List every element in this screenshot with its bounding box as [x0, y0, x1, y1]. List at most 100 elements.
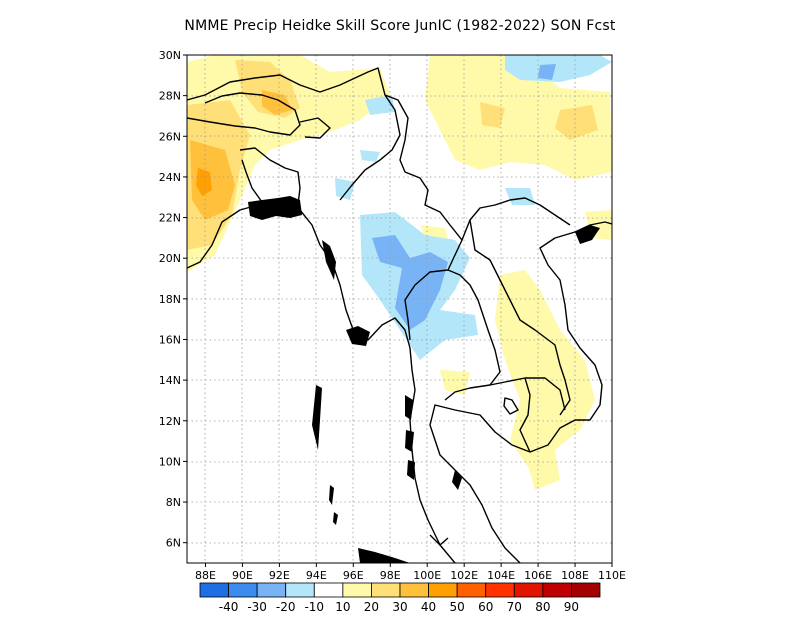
ganges-delta: [248, 196, 302, 220]
lat-tick-label: 22N: [159, 212, 181, 225]
colorbar-tick-label: 60: [478, 600, 493, 614]
lon-tick-label: 98E: [380, 569, 401, 582]
map-title: NMME Precip Heidke Skill Score JunIC (19…: [184, 18, 616, 34]
border-bhutan: [299, 117, 331, 139]
border-cambodia-vietnam: [519, 377, 531, 453]
latitude-ticks: 30N 28N 26N 24N 22N 20N 18N 16N 14N 12N 10N 8N 6N: [159, 49, 187, 550]
lon-tick-label: 102E: [450, 569, 478, 582]
lat-tick-label: 6N: [166, 537, 181, 550]
coastlines-borders: [187, 67, 612, 563]
negative-skill-area-china-ne: [505, 55, 612, 82]
border-malaysia: [429, 534, 449, 546]
hainan-coast: [575, 225, 600, 244]
lat-tick-label: 14N: [159, 374, 181, 387]
andaman-islands: [312, 385, 322, 450]
lat-tick-label: 24N: [159, 171, 181, 184]
lat-tick-label: 30N: [159, 49, 181, 62]
irrawaddy-delta: [346, 326, 370, 346]
lon-tick-label: 88E: [195, 569, 216, 582]
border-china-laos-vietnam: [461, 197, 571, 241]
rakhine-coast-islands: [322, 240, 336, 280]
colorbar-tick-label: 20: [364, 600, 379, 614]
colorbar-tick-label: 80: [535, 600, 550, 614]
colorbar-bin: [542, 582, 572, 598]
nicobar-islands-b: [333, 512, 338, 525]
negative-skill-max-china-ne: [538, 64, 556, 80]
lat-tick-label: 26N: [159, 130, 181, 143]
colorbar-bin: [456, 582, 487, 598]
lat-tick-label: 18N: [159, 293, 181, 306]
skill-shading: [187, 55, 612, 490]
border-nepal: [187, 92, 301, 136]
lat-tick-label: 12N: [159, 415, 181, 428]
thai-isthmus-islands: [452, 470, 462, 490]
lat-tick-label: 10N: [159, 455, 181, 468]
colorbar-bin: [256, 582, 287, 598]
negative-skill-area-laos-n: [505, 188, 535, 205]
mergui-archipelago-c: [407, 460, 415, 480]
colorbar-tick-label: -30: [247, 600, 267, 614]
colorbar-tick-label: -10: [304, 600, 324, 614]
colorbar-tick-label: 10: [335, 600, 350, 614]
colorbar-bin: [228, 582, 258, 598]
lon-tick-label: 100E: [413, 569, 441, 582]
border-myanmar-east: [384, 94, 463, 341]
positive-skill-area-china-e3: [555, 105, 598, 140]
map-frame: [186, 54, 613, 564]
colorbar-bin: [199, 582, 229, 598]
lon-tick-label: 96E: [343, 569, 364, 582]
positive-skill-area-china-e2: [480, 102, 505, 128]
lat-tick-label: 8N: [166, 496, 181, 509]
colorbar-bin: [342, 582, 372, 598]
border-thailand-cambodia: [489, 377, 566, 411]
colorbar-bin: [571, 582, 601, 598]
positive-skill-area-india-ne: [187, 55, 390, 272]
positive-skill-area-south: [525, 450, 560, 490]
lat-tick-label: 20N: [159, 252, 181, 265]
lon-tick-label: 94E: [306, 569, 327, 582]
colorbar-bin: [371, 582, 401, 598]
lon-tick-label: 104E: [487, 569, 515, 582]
lon-tick-label: 110E: [598, 569, 626, 582]
colorbar: [199, 582, 601, 598]
positive-skill-area-thailand: [440, 370, 470, 395]
colorbar-tick-label: -20: [276, 600, 296, 614]
colorbar-tick-label: 40: [421, 600, 436, 614]
lat-tick-label: 16N: [159, 333, 181, 346]
longitude-ticks: 88E 90E 92E 94E 96E 98E 100E 102E 104E 106E 108E 11…: [195, 563, 626, 582]
mergui-archipelago-a: [405, 395, 413, 420]
positive-skill-area-bengal: [190, 140, 235, 220]
border-thailand-laos: [444, 269, 501, 401]
negative-skill-area-myanmar-n: [360, 150, 380, 162]
colorbar-bin: [485, 582, 515, 598]
colorbar-bin: [513, 582, 544, 598]
negative-skill-area-myanmar-n2: [335, 178, 355, 200]
nicobar-islands: [329, 485, 334, 505]
negative-skill-area-shan: [372, 235, 448, 330]
coastal-islands: [248, 196, 600, 563]
lon-tick-label: 92E: [269, 569, 290, 582]
colorbar-tick-label: -40: [219, 600, 239, 614]
colorbar-labels: -40 -30 -20 -10 10 20 30 40 50 60 70 80 90: [219, 600, 579, 614]
colorbar-tick-label: 90: [564, 600, 579, 614]
colorbar-bin: [285, 582, 315, 598]
coastline-gulf-of-thailand: [429, 221, 612, 563]
sumatra-tip: [358, 548, 410, 563]
mergui-archipelago-b: [405, 430, 414, 452]
border-india-china: [187, 67, 401, 201]
lon-tick-label: 90E: [232, 569, 253, 582]
lon-tick-label: 106E: [524, 569, 552, 582]
colorbar-bin: [313, 582, 344, 598]
lat-tick-label: 28N: [159, 90, 181, 103]
border-vietnam-coast-lake: [503, 397, 519, 415]
colorbar-tick-label: 70: [507, 600, 522, 614]
positive-skill-area-china-e: [425, 55, 612, 180]
colorbar-tick-label: 30: [392, 600, 407, 614]
colorbar-bin: [399, 582, 429, 598]
colorbar-bin: [428, 582, 458, 598]
border-laos: [469, 219, 571, 416]
colorbar-tick-label: 50: [450, 600, 465, 614]
lon-tick-label: 108E: [561, 569, 589, 582]
positive-skill-max-bengal: [196, 168, 212, 196]
